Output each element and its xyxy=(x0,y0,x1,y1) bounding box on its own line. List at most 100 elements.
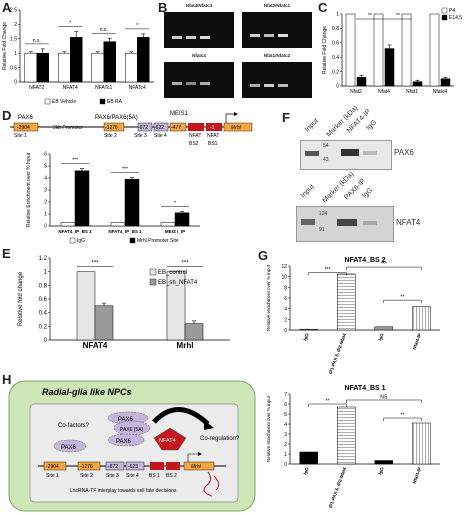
sig-label: ** xyxy=(326,399,330,405)
category-label: NFAT4 xyxy=(63,85,78,91)
y-tick-label: 3 xyxy=(284,432,287,438)
bar xyxy=(299,328,318,331)
h-mrhl: Mrhl xyxy=(191,464,202,470)
category-label: Nfat1 xyxy=(406,89,418,95)
category-label: Mrhl xyxy=(177,341,194,350)
legend-label: IgG xyxy=(77,238,85,244)
y-axis-label: Relative fold change xyxy=(18,271,24,326)
d-promoter-label: ~3kb Promoter xyxy=(50,125,83,131)
h-cofactors: Co-factors? xyxy=(58,423,90,429)
panel-label-d: D xyxy=(2,108,12,123)
y-tick-label: 8 xyxy=(284,285,287,291)
gel-2-title: Nfat2/Nfatc1 xyxy=(263,3,291,8)
y-tick-label: 10 xyxy=(281,275,287,281)
h-bs2: BS 2 xyxy=(166,473,177,479)
legend-label: Mrhl Promoter Site xyxy=(137,238,179,244)
y-tick-label: 1 xyxy=(44,270,48,276)
y-tick-label: 0.5 xyxy=(10,65,17,71)
h-site4-box xyxy=(125,461,145,471)
bar xyxy=(76,271,96,341)
d-bs1: BS1 xyxy=(208,141,218,147)
d-meis1-label: MEIS1 xyxy=(170,111,189,117)
bar xyxy=(374,326,393,331)
legend-swatch xyxy=(149,278,157,286)
h-bs2-box xyxy=(166,462,180,470)
category-label: NFAT4_IP_BS 1 xyxy=(108,229,142,234)
f-top-marker-2: 43 xyxy=(323,157,329,163)
y-tick-label: 2.5 xyxy=(10,8,17,14)
bar xyxy=(299,451,318,465)
legend-label: P4 xyxy=(449,8,455,14)
f-bot-col-1: Input xyxy=(299,183,316,200)
category-label: IP1-PAX 6, IP2-Nfat4 xyxy=(328,466,348,509)
d-site3: Site 3 xyxy=(134,133,147,139)
bar xyxy=(412,422,431,465)
f-top-col-1: Input xyxy=(303,117,320,134)
y-tick-label: 0.4 xyxy=(332,55,339,61)
h-pax6-mid: PAX6 xyxy=(116,439,132,445)
d-nfat-2: NFAT xyxy=(207,133,219,139)
y-tick-label: 0 xyxy=(336,84,339,90)
bar xyxy=(401,13,412,87)
legend-swatch xyxy=(441,7,448,14)
y-axis-label: Relative enrichment over % input xyxy=(266,264,271,331)
sig-label: NS xyxy=(380,395,388,401)
sig-label: *** xyxy=(72,157,78,163)
category-label: Nfat4-IP xyxy=(412,333,423,351)
bar xyxy=(337,406,356,465)
d-pos-2904: -2904 xyxy=(17,125,30,131)
blot-panel: Input Marker (kDa) NFAT4-IP IgG 54 43 PA… xyxy=(286,105,474,248)
y-tick-label: 1.5 xyxy=(10,36,17,42)
y-axis-label: Relative Enrichment over % Input xyxy=(26,152,32,227)
chart-a: 0 0.5 1 1.5 2 2.5 Relative Fold Change NFAT2 n.s… xyxy=(2,8,154,105)
chart-g2: NFAT4_BS 1 0 1 2 3 4 5 6 7 Relative enrichment ov… xyxy=(266,385,440,509)
category-label: NFATc4 xyxy=(129,85,146,91)
panel-label-c: C xyxy=(318,0,328,15)
gel-3-title: Nfatc4 xyxy=(192,53,206,58)
h-coregulation: Co-regulation? xyxy=(200,436,240,442)
y-tick-label: 5 xyxy=(284,412,287,418)
bar xyxy=(124,178,140,227)
category-label: IgG xyxy=(302,466,309,475)
f-top-col-4: IgG xyxy=(365,119,379,132)
blot-top: 54 43 xyxy=(300,140,392,170)
d-pax6-5a-label: PAX6/PAX6(5A) xyxy=(95,115,138,121)
y-tick-label: 0 xyxy=(284,328,287,334)
h-inner-box xyxy=(29,403,239,503)
bar xyxy=(184,323,204,341)
h-mrhl-box xyxy=(183,461,215,471)
h-pax6-top: PAX6 xyxy=(118,417,134,423)
legend-label: E14.5 xyxy=(449,15,462,21)
d-site2: Site 2 xyxy=(104,133,117,139)
category-label: Nfatc4 xyxy=(433,89,448,95)
category-label: IgG xyxy=(302,332,309,341)
sig-label: * xyxy=(136,23,138,29)
category-label: NFAT4 xyxy=(83,341,108,350)
diagram-d-bs: BS2 BS1 xyxy=(189,141,218,147)
bar xyxy=(374,460,393,465)
chart-d: 0 1 2 3 4 5 6 Relative Enrichment over % Input N… xyxy=(26,152,200,244)
category-label: IgG xyxy=(377,466,384,475)
gel-1: Nfat4/Nfatc3 xyxy=(164,3,234,48)
y-tick-label: 0.2 xyxy=(332,69,339,75)
f-bot-col-4: IgG xyxy=(361,187,375,200)
bar xyxy=(60,222,76,227)
legend-label: EB_control xyxy=(158,270,187,276)
h-pax6-left: PAX6 xyxy=(61,445,77,451)
sig-label: * xyxy=(69,21,71,27)
legend-swatch xyxy=(44,98,51,105)
legend-swatch xyxy=(149,268,157,276)
sig-label: *** xyxy=(181,261,189,267)
d-site4-box xyxy=(153,122,169,132)
category-label: Nfat4 xyxy=(378,89,390,95)
y-tick-label: 0.4 xyxy=(39,311,48,317)
y-tick-label: 12 xyxy=(281,264,287,270)
bar xyxy=(103,41,116,83)
bar xyxy=(94,305,114,341)
category-label: NFAT4_IP_BS 2 xyxy=(58,229,92,234)
bar xyxy=(412,81,423,87)
legend-label: EB_sh_NFAT4 xyxy=(158,280,198,286)
y-tick-label: 5 xyxy=(44,164,47,170)
panel-label-h: H xyxy=(2,372,12,387)
bar xyxy=(373,13,384,87)
